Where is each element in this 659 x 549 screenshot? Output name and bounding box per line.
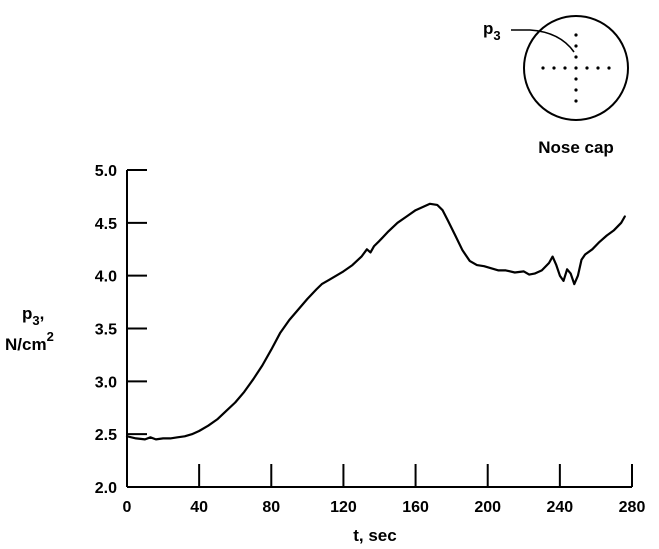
y-tick-label-6: 5.0	[95, 163, 117, 180]
port-dot-7	[541, 66, 545, 70]
port-dot-2	[574, 55, 578, 59]
y-axis-unit-label: N/cm2	[5, 329, 54, 354]
p3-leader-line	[511, 29, 575, 53]
y-tick-label-1: 2.5	[95, 427, 117, 444]
port-dot-3	[574, 66, 578, 70]
x-axis-label: t, sec	[353, 526, 396, 545]
port-dot-4	[574, 77, 578, 81]
y-tick-label-2: 3.0	[95, 374, 117, 391]
x-tick-label-0: 0	[123, 499, 132, 516]
x-tick-label-3: 120	[330, 499, 357, 516]
x-tick-label-1: 40	[190, 499, 208, 516]
series-line-p3	[125, 202, 626, 441]
port-dot-6	[574, 99, 578, 103]
axes: 2.0 2.5 3.0 3.5 4.0 4.5 5.0 0 40 80 120 160 200 240 2…	[95, 163, 646, 516]
x-tick-label-6: 240	[547, 499, 574, 516]
y-tick-label-5: 4.5	[95, 216, 117, 233]
y-axis-label: p3,	[22, 304, 44, 328]
inset-p3-label: p3	[483, 19, 501, 43]
port-dot-8	[552, 66, 556, 70]
nose-cap-circle	[523, 15, 629, 121]
port-dot-9	[563, 66, 567, 70]
port-dot-11	[596, 66, 600, 70]
port-dot-12	[607, 66, 611, 70]
y-tick-label-3: 3.5	[95, 322, 117, 339]
y-tick-label-0: 2.0	[95, 480, 117, 497]
x-ticks: 0 40 80 120 160 200 240 280	[123, 464, 646, 516]
nose-cap-caption: Nose cap	[538, 138, 614, 157]
x-tick-label-4: 160	[402, 499, 429, 516]
y-tick-label-4: 4.0	[95, 269, 117, 286]
port-dot-5	[574, 88, 578, 92]
nose-cap-diagram: p3 Nose cap	[483, 15, 629, 157]
x-tick-label-7: 280	[619, 499, 646, 516]
y-ticks: 2.0 2.5 3.0 3.5 4.0 4.5 5.0	[95, 163, 147, 497]
pressure-port-dots	[541, 33, 611, 103]
port-dot-10	[585, 66, 589, 70]
x-tick-label-5: 200	[474, 499, 501, 516]
x-tick-label-2: 80	[262, 499, 280, 516]
port-dot-0	[574, 33, 578, 37]
port-dot-1	[574, 44, 578, 48]
